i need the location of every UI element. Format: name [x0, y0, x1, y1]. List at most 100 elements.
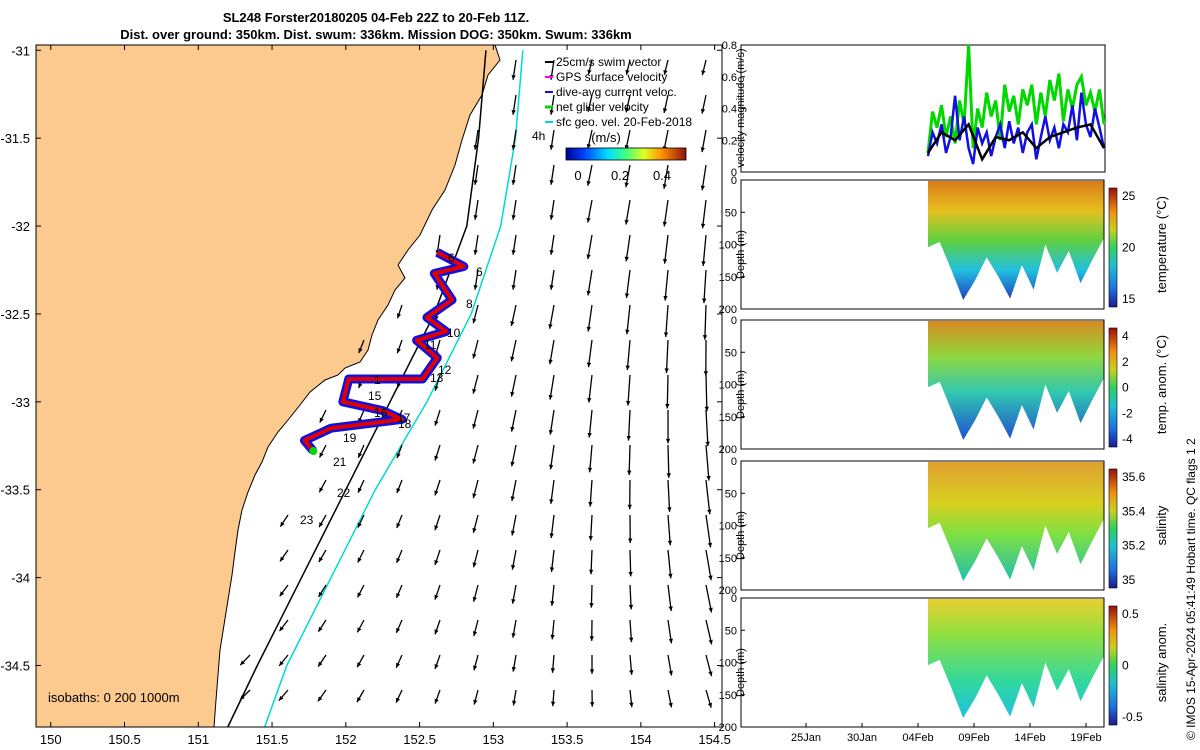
colorbar-label: temperature (°C)	[1154, 196, 1169, 293]
time-tick-label: 04Feb	[902, 732, 933, 744]
day-label: 23	[300, 513, 314, 527]
legend-item: sfc geo. vel. 20-Feb-2018	[545, 115, 692, 129]
depth-tick-label: 50	[725, 625, 737, 637]
legend-item: GPS surface velocity	[545, 70, 667, 84]
legend-item: 25cm/s swim vector	[545, 55, 661, 69]
day-label: 6	[448, 251, 455, 265]
depth-axis-label: Depth (m)	[735, 511, 747, 560]
day-label: 13	[430, 371, 444, 385]
colorbar-tick-label: 0.5	[1122, 607, 1139, 621]
depth-tick-label: 200	[719, 722, 737, 734]
map-x-tick-label: 151.5	[256, 732, 289, 747]
depth-axis-label: Depth (m)	[735, 230, 747, 279]
section-panel: 050100150200Depth (m)3535.235.435.6salin…	[719, 456, 1169, 597]
time-tick-label: 19Feb	[1070, 732, 1101, 744]
depth-axis-label: Depth (m)	[735, 370, 747, 419]
legend-label: GPS surface velocity	[556, 70, 667, 84]
velocity-y-label: velocity magnitude (m/s)	[735, 48, 747, 167]
map-x-tick-label: 153	[482, 732, 504, 747]
depth-axis-label: Depth (m)	[735, 648, 747, 697]
isobath-label: isobaths: 0 200 1000m	[48, 690, 180, 705]
day-label: 4h	[532, 129, 545, 143]
colorbar-label: salinity	[1154, 505, 1169, 545]
time-tick-label: 25Jan	[791, 732, 821, 744]
colorbar-tick-label: 35	[1122, 573, 1136, 587]
day-label: 15	[368, 389, 382, 403]
map-y-tick-label: -34	[11, 571, 30, 586]
section-colorbar	[1109, 469, 1117, 588]
colorbar-tick-label: 35.6	[1122, 470, 1146, 484]
colorbar-unit-label: (m/s)	[591, 130, 621, 145]
depth-tick-label: 0	[731, 315, 737, 327]
legend-label: sfc geo. vel. 20-Feb-2018	[556, 115, 692, 129]
map-x-tick-label: 150.5	[108, 732, 141, 747]
colorbar-tick-label: 25	[1122, 189, 1136, 203]
colorbar-tick-label: 0.2	[611, 168, 629, 183]
velocity-panel: 00.20.40.60.8velocity magnitude (m/s)	[722, 40, 1105, 179]
depth-tick-label: 50	[725, 347, 737, 359]
map-y-tick-label: -32	[11, 219, 30, 234]
section-colorbar	[1109, 188, 1117, 307]
section-colorbar	[1109, 328, 1117, 447]
legend-label: dive-avg current veloc.	[556, 85, 677, 99]
day-label: 19	[343, 431, 357, 445]
depth-tick-label: 0	[731, 175, 737, 187]
map-x-tick-label: 154.5	[698, 732, 731, 747]
day-label: 11	[424, 338, 437, 352]
depth-tick-label: 200	[719, 444, 737, 456]
map-y-tick-label: -31.5	[0, 131, 30, 146]
section-panel: 050100150200Depth (m)152025temperature (…	[719, 175, 1169, 316]
map-x-tick-label: 153.5	[551, 732, 584, 747]
colorbar-tick-label: 2	[1122, 355, 1129, 369]
colorbar-tick-label: -4	[1122, 432, 1133, 446]
depth-tick-label: 50	[725, 207, 737, 219]
time-tick-label: 30Jan	[847, 732, 877, 744]
time-tick-label: 09Feb	[958, 732, 989, 744]
colorbar-label: temp. anom. (°C)	[1154, 335, 1169, 434]
colorbar-tick-label: 20	[1122, 241, 1136, 255]
map-y-tick-label: -34.5	[0, 658, 30, 673]
colorbar-tick-label: 0.4	[653, 168, 671, 183]
map-y-tick-label: -32.5	[0, 307, 30, 322]
legend-label: 25cm/s swim vector	[556, 55, 661, 69]
day-label: 18	[398, 417, 412, 431]
colorbar-tick-label: 35.4	[1122, 504, 1146, 518]
depth-tick-label: 50	[725, 488, 737, 500]
colorbar-tick-label: 4	[1122, 329, 1129, 343]
track-end-marker	[309, 447, 317, 455]
section-panel: 050100150200Depth (m)-0.500.5salinity an…	[719, 593, 1169, 734]
figure-canvas: 4h6681011121311516 171819212223 150 150.5 1…	[0, 0, 1200, 750]
day-label: 10	[447, 326, 461, 340]
map-y-tick-label: -33.5	[0, 483, 30, 498]
colorbar-tick-label: 0	[574, 168, 581, 183]
colorbar-tick-label: -0.5	[1122, 710, 1143, 724]
legend-item: dive-avg current veloc.	[545, 85, 677, 99]
colorbar-tick-label: 15	[1122, 292, 1136, 306]
depth-tick-label: 0	[731, 593, 737, 605]
map-y-tick-label: -31	[11, 43, 30, 58]
day-label: 8	[466, 297, 473, 311]
legend-item: net glider velocity	[545, 100, 649, 114]
colorbar-label: salinity anom.	[1154, 623, 1169, 702]
day-label: 22	[337, 486, 351, 500]
colorbar-tick-label: 0	[1122, 659, 1129, 673]
day-label: 1	[374, 373, 381, 387]
day-label: 6	[476, 265, 483, 279]
map-y-tick-label: -33	[11, 395, 30, 410]
time-tick-label: 14Feb	[1014, 732, 1045, 744]
colorbar-tick-label: -2	[1122, 406, 1133, 420]
map-x-tick-label: 152	[335, 732, 357, 747]
map-x-tick-label: 152.5	[403, 732, 436, 747]
section-panel: 050100150200Depth (m)-4-2024 temp. anom. …	[719, 315, 1169, 456]
depth-tick-label: 0	[731, 456, 737, 468]
map-x-tick-label: 154	[630, 732, 652, 747]
colorbar-tick-label: 0	[1122, 381, 1129, 395]
day-label: 16	[374, 406, 388, 420]
section-colorbar	[1109, 606, 1117, 725]
map-x-tick-label: 151	[187, 732, 209, 747]
colorbar-tick-label: 35.2	[1122, 539, 1146, 553]
legend-label: net glider velocity	[556, 100, 649, 114]
day-label: 21	[333, 455, 347, 469]
